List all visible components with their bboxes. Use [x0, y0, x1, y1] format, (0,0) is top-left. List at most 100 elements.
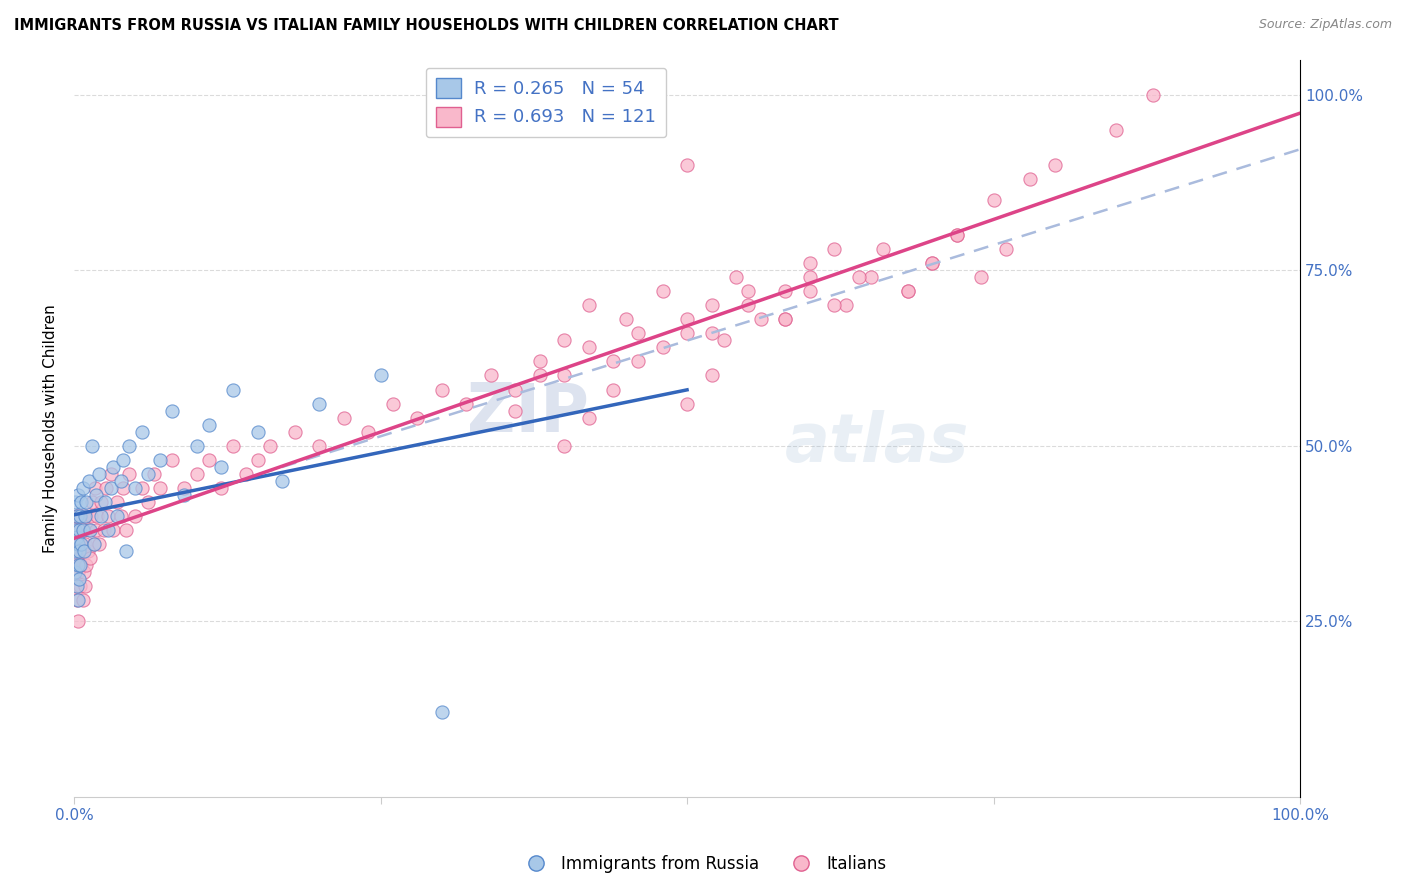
- Point: [553, 368, 575, 383]
- Point: [90, 508, 112, 523]
- Point: [676, 158, 699, 172]
- Point: [84, 523, 107, 537]
- Point: [124, 508, 146, 523]
- Point: [112, 481, 135, 495]
- Point: [479, 368, 502, 383]
- Point: [65, 523, 87, 537]
- Point: [945, 228, 967, 243]
- Point: [529, 354, 551, 368]
- Point: [222, 383, 245, 397]
- Point: [76, 544, 98, 558]
- Point: [75, 495, 97, 509]
- Point: [131, 481, 153, 495]
- Point: [676, 326, 699, 341]
- Point: [897, 285, 920, 299]
- Point: [578, 340, 600, 354]
- Point: [66, 488, 89, 502]
- Point: [87, 467, 110, 481]
- Point: [118, 439, 141, 453]
- Point: [578, 298, 600, 312]
- Point: [75, 537, 97, 551]
- Point: [614, 312, 637, 326]
- Point: [79, 523, 101, 537]
- Point: [72, 544, 94, 558]
- Point: [110, 474, 132, 488]
- Point: [65, 508, 87, 523]
- Point: [1043, 158, 1066, 172]
- Text: atlas: atlas: [785, 410, 970, 475]
- Point: [602, 354, 624, 368]
- Point: [945, 228, 967, 243]
- Legend: Immigrants from Russia, Italians: Immigrants from Russia, Italians: [513, 848, 893, 880]
- Point: [676, 396, 699, 410]
- Point: [65, 558, 87, 572]
- Point: [70, 558, 93, 572]
- Point: [67, 572, 90, 586]
- Point: [713, 334, 735, 348]
- Point: [700, 326, 723, 341]
- Point: [983, 193, 1005, 207]
- Point: [1142, 87, 1164, 102]
- Point: [222, 439, 245, 453]
- Point: [799, 270, 821, 285]
- Point: [921, 256, 943, 270]
- Point: [66, 565, 89, 579]
- Point: [90, 495, 112, 509]
- Point: [651, 285, 673, 299]
- Point: [67, 523, 90, 537]
- Point: [93, 523, 115, 537]
- Point: [69, 508, 91, 523]
- Point: [69, 537, 91, 551]
- Point: [84, 481, 107, 495]
- Point: [105, 508, 128, 523]
- Point: [700, 368, 723, 383]
- Point: [65, 508, 87, 523]
- Point: [160, 452, 183, 467]
- Text: IMMIGRANTS FROM RUSSIA VS ITALIAN FAMILY HOUSEHOLDS WITH CHILDREN CORRELATION CH: IMMIGRANTS FROM RUSSIA VS ITALIAN FAMILY…: [14, 18, 839, 33]
- Point: [100, 481, 122, 495]
- Point: [65, 579, 87, 593]
- Point: [773, 312, 796, 326]
- Point: [198, 452, 221, 467]
- Point: [835, 298, 858, 312]
- Legend: R = 0.265   N = 54, R = 0.693   N = 121: R = 0.265 N = 54, R = 0.693 N = 121: [426, 68, 666, 137]
- Point: [737, 285, 759, 299]
- Point: [103, 523, 125, 537]
- Point: [87, 537, 110, 551]
- Point: [529, 368, 551, 383]
- Point: [93, 495, 115, 509]
- Point: [737, 298, 759, 312]
- Point: [69, 579, 91, 593]
- Text: Source: ZipAtlas.com: Source: ZipAtlas.com: [1258, 18, 1392, 31]
- Point: [209, 481, 232, 495]
- Point: [80, 508, 103, 523]
- Point: [72, 593, 94, 607]
- Point: [823, 298, 845, 312]
- Point: [370, 368, 392, 383]
- Point: [235, 467, 257, 481]
- Point: [105, 495, 128, 509]
- Point: [75, 508, 97, 523]
- Point: [553, 334, 575, 348]
- Point: [65, 593, 87, 607]
- Point: [198, 417, 221, 432]
- Point: [73, 544, 96, 558]
- Point: [505, 383, 527, 397]
- Point: [994, 242, 1017, 256]
- Point: [69, 558, 91, 572]
- Point: [79, 551, 101, 566]
- Point: [97, 508, 120, 523]
- Point: [749, 312, 772, 326]
- Point: [578, 410, 600, 425]
- Point: [97, 523, 120, 537]
- Point: [186, 467, 208, 481]
- Point: [65, 579, 87, 593]
- Point: [149, 452, 172, 467]
- Point: [66, 537, 89, 551]
- Point: [86, 508, 108, 523]
- Point: [872, 242, 894, 256]
- Point: [284, 425, 307, 439]
- Point: [602, 383, 624, 397]
- Point: [271, 474, 294, 488]
- Point: [67, 544, 90, 558]
